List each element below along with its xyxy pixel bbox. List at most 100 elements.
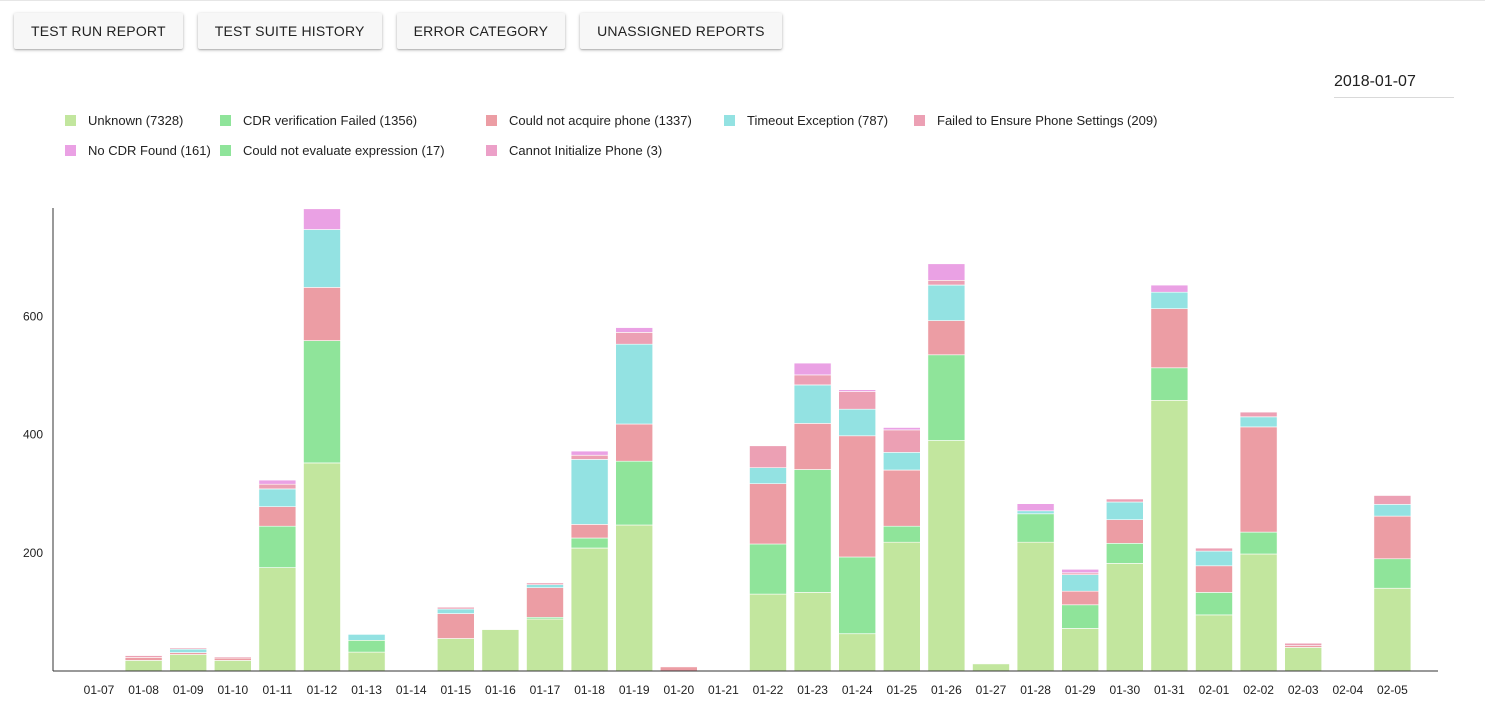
bar-segment[interactable] — [258, 567, 297, 672]
bar-segment[interactable] — [615, 423, 654, 462]
bar-segment[interactable] — [882, 469, 921, 527]
bar-segment[interactable] — [838, 633, 877, 672]
bar-segment[interactable] — [1195, 565, 1233, 593]
bar-segment[interactable] — [1061, 590, 1099, 606]
bar-segment[interactable] — [526, 587, 564, 618]
bar-segment[interactable] — [838, 435, 877, 558]
bar-segment[interactable] — [303, 340, 341, 464]
date-input[interactable] — [1334, 70, 1452, 94]
bar-segment[interactable] — [1239, 553, 1278, 672]
bar-segment[interactable] — [882, 429, 921, 453]
bar-segment[interactable] — [1195, 592, 1233, 616]
bar-segment[interactable] — [124, 657, 163, 661]
bar-segment[interactable] — [526, 618, 564, 672]
bar-segment[interactable] — [1150, 367, 1189, 401]
bar-segment[interactable] — [615, 327, 654, 333]
bar-segment[interactable] — [347, 639, 386, 653]
bar-segment[interactable] — [169, 648, 207, 653]
bar-segment[interactable] — [749, 543, 787, 595]
bar-segment[interactable] — [1195, 550, 1233, 567]
bar-segment[interactable] — [927, 284, 966, 321]
bar-segment[interactable] — [793, 362, 832, 376]
legend-item[interactable]: Cannot Initialize Phone (3) — [486, 143, 662, 158]
bar-segment[interactable] — [749, 467, 787, 485]
bar-segment[interactable] — [793, 592, 832, 672]
bar-segment[interactable] — [1373, 515, 1412, 560]
bar-segment[interactable] — [1239, 426, 1278, 533]
bar-segment[interactable] — [927, 279, 966, 286]
bar-segment[interactable] — [214, 656, 252, 659]
bar-segment[interactable] — [615, 460, 654, 526]
bar-segment[interactable] — [526, 584, 564, 589]
bar-segment[interactable] — [258, 488, 297, 508]
bar-segment[interactable] — [570, 537, 609, 549]
bar-segment[interactable] — [793, 469, 832, 593]
bar-segment[interactable] — [347, 651, 386, 672]
bar-segment[interactable] — [258, 506, 297, 527]
bar-segment[interactable] — [303, 462, 341, 672]
bar-segment[interactable] — [436, 608, 475, 614]
bar-segment[interactable] — [882, 525, 921, 543]
bar-segment[interactable] — [1239, 411, 1278, 418]
bar-segment[interactable] — [1061, 574, 1099, 592]
bar-segment[interactable] — [1373, 503, 1412, 517]
bar-segment[interactable] — [258, 479, 297, 485]
bar-segment[interactable] — [436, 613, 475, 639]
bar-segment[interactable] — [1016, 503, 1055, 512]
bar-segment[interactable] — [1195, 547, 1233, 552]
bar-segment[interactable] — [169, 647, 207, 650]
bar-segment[interactable] — [793, 374, 832, 386]
bar-segment[interactable] — [214, 657, 252, 661]
bar-segment[interactable] — [570, 450, 609, 456]
bar-segment[interactable] — [258, 525, 297, 568]
tab-unassigned-reports[interactable]: UNASSIGNED REPORTS — [580, 13, 782, 49]
bar-segment[interactable] — [1284, 647, 1322, 672]
bar-segment[interactable] — [570, 459, 609, 525]
bar-segment[interactable] — [615, 332, 654, 345]
bar-segment[interactable] — [749, 483, 787, 545]
tab-error-category[interactable]: ERROR CATEGORY — [396, 13, 566, 49]
bar-segment[interactable] — [124, 660, 163, 672]
bar-segment[interactable] — [659, 666, 698, 672]
bar-segment[interactable] — [1195, 614, 1233, 672]
bar-segment[interactable] — [214, 660, 252, 672]
bar-segment[interactable] — [927, 440, 966, 672]
legend-item[interactable]: Unknown (7328) — [65, 113, 183, 128]
bar-segment[interactable] — [526, 582, 564, 586]
bar-segment[interactable] — [1150, 399, 1189, 672]
bar-segment[interactable] — [838, 556, 877, 635]
bar-segment[interactable] — [882, 451, 921, 471]
bar-segment[interactable] — [793, 384, 832, 424]
bar-segment[interactable] — [1061, 604, 1099, 629]
bar-segment[interactable] — [1150, 308, 1189, 369]
bar-segment[interactable] — [303, 229, 341, 288]
legend-item[interactable]: Timeout Exception (787) — [724, 113, 888, 128]
bar-segment[interactable] — [1016, 513, 1055, 543]
bar-segment[interactable] — [570, 547, 609, 672]
bar-segment[interactable] — [793, 423, 832, 470]
bar-segment[interactable] — [749, 445, 787, 468]
bar-segment[interactable] — [882, 541, 921, 672]
tab-test-suite-history[interactable]: TEST SUITE HISTORY — [197, 13, 382, 49]
bar-segment[interactable] — [1061, 572, 1099, 576]
bar-segment[interactable] — [124, 655, 163, 658]
bar-segment[interactable] — [1239, 531, 1278, 555]
bar-segment[interactable] — [1373, 587, 1412, 672]
bar-segment[interactable] — [570, 454, 609, 460]
bar-segment[interactable] — [972, 663, 1010, 672]
bar-segment[interactable] — [1106, 563, 1144, 672]
bar-segment[interactable] — [1106, 542, 1144, 564]
legend-item[interactable]: Could not acquire phone (1337) — [486, 113, 692, 128]
bar-segment[interactable] — [615, 343, 654, 425]
bar-segment[interactable] — [927, 354, 966, 441]
bar-segment[interactable] — [303, 287, 341, 341]
bar-segment[interactable] — [1239, 416, 1278, 428]
bar-segment[interactable] — [749, 593, 787, 672]
bar-segment[interactable] — [1016, 541, 1055, 672]
bar-segment[interactable] — [1373, 495, 1412, 505]
legend-item[interactable]: Could not evaluate expression (17) — [220, 143, 445, 158]
bar-segment[interactable] — [1106, 519, 1144, 544]
bar-segment[interactable] — [882, 427, 921, 431]
bar-segment[interactable] — [1061, 628, 1099, 672]
bar-segment[interactable] — [169, 654, 207, 672]
